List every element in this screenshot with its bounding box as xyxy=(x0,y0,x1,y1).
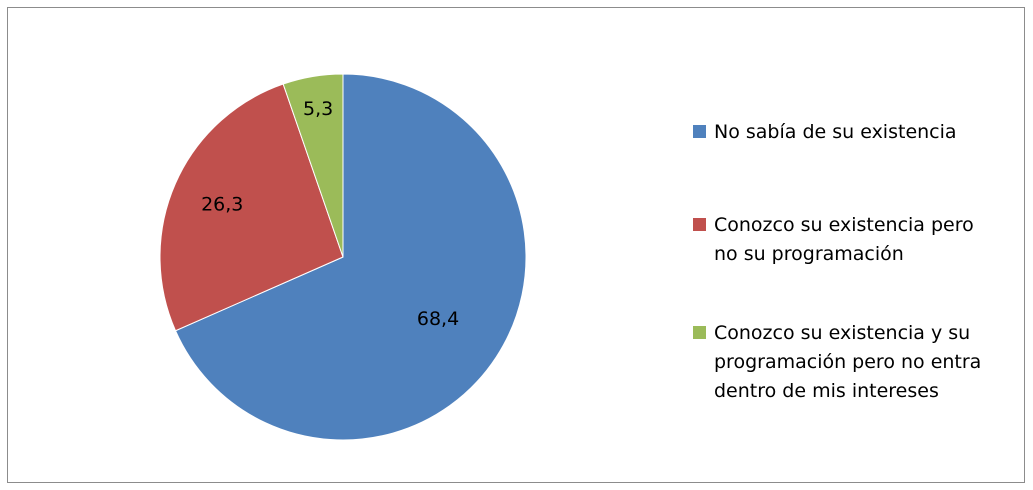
legend-swatch-blue xyxy=(693,125,706,138)
slice-value-label: 26,3 xyxy=(201,193,243,215)
legend-swatch-green xyxy=(693,326,706,339)
pie-slice-no-sabia xyxy=(174,73,527,441)
legend-item-conozco-no-intereses: Conozco su existencia y su programación … xyxy=(693,319,1014,406)
legend-label: No sabía de su existencia xyxy=(714,121,957,143)
pie-slice-conozco-no-programacion xyxy=(159,83,344,332)
legend-label: Conozco su existencia y su programación … xyxy=(714,322,982,402)
legend-item-conozco-no-programacion: Conozco su existencia pero no su program… xyxy=(693,211,1014,269)
legend-swatch-red xyxy=(693,218,706,231)
legend-item-no-sabia: No sabía de su existencia xyxy=(693,118,1014,147)
slice-value-label: 68,4 xyxy=(417,308,459,330)
slice-value-label: 5,3 xyxy=(303,98,333,120)
pie-slice-conozco-no-intereses xyxy=(282,73,344,258)
legend-label: Conozco su existencia pero no su program… xyxy=(714,214,974,265)
